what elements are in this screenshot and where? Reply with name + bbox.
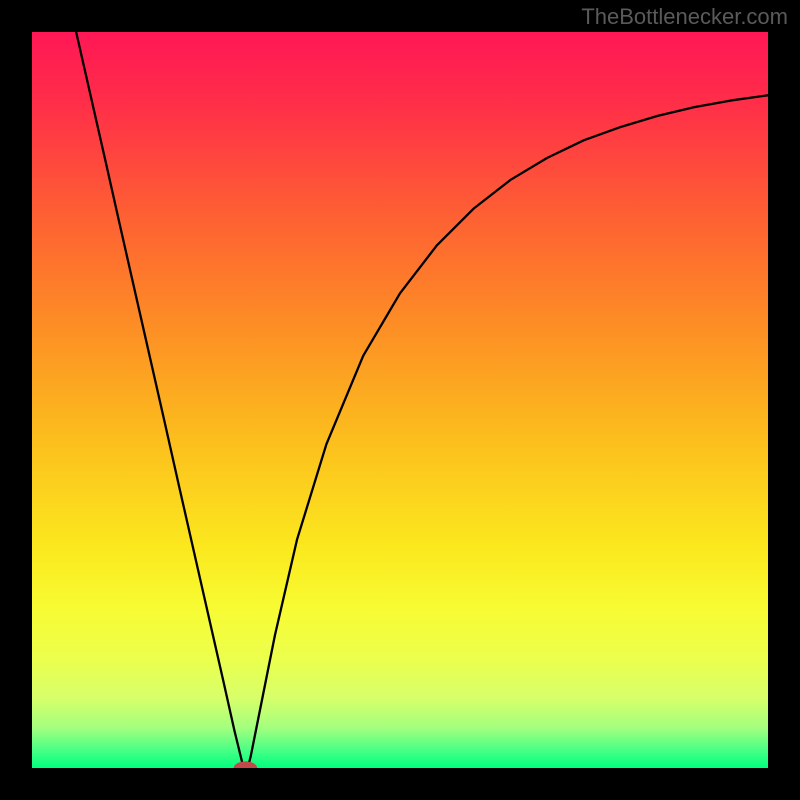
watermark-text: TheBottlenecker.com	[581, 4, 788, 30]
curve-layer	[32, 32, 768, 768]
optimum-marker	[234, 761, 258, 768]
plot-area	[32, 32, 768, 768]
chart-stage: TheBottlenecker.com	[0, 0, 800, 800]
bottleneck-curve	[76, 32, 768, 768]
